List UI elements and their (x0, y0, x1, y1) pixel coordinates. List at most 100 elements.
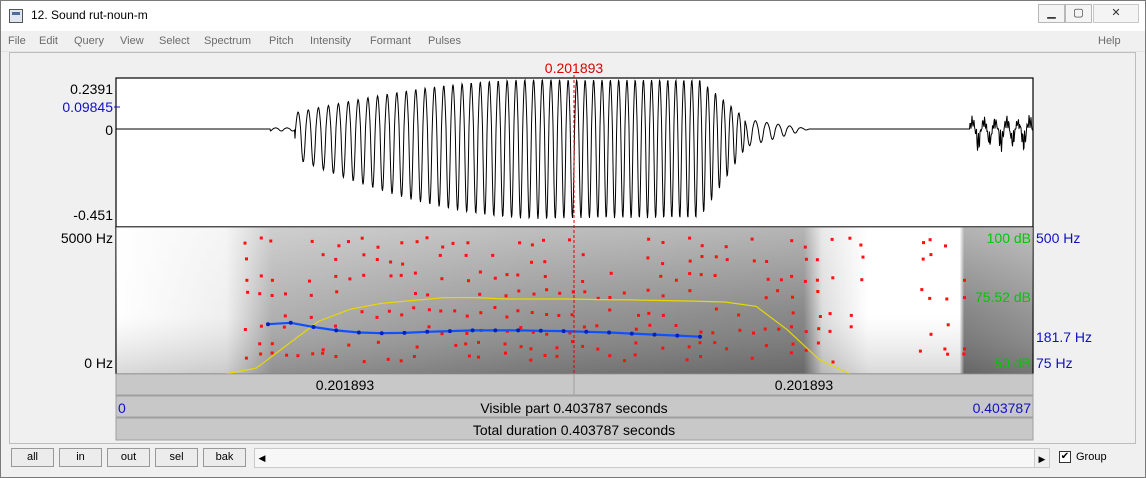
scroll-left-arrow-icon[interactable]: ◀ (258, 453, 266, 463)
formant-dot (259, 274, 263, 278)
formant-dot (347, 240, 350, 244)
formant-dot (688, 272, 692, 276)
formant-dot (375, 258, 379, 261)
formant-dot (815, 278, 819, 282)
formant-dot (943, 347, 947, 351)
formant-dot (412, 355, 416, 358)
formant-dot (859, 243, 863, 247)
close-button[interactable]: ✕ (1093, 4, 1139, 23)
formant-dot (688, 259, 692, 263)
formant-dot (804, 330, 808, 334)
formant-dot (386, 357, 390, 361)
menu-formant[interactable]: Formant (370, 35, 411, 47)
menu-select[interactable]: Select (159, 35, 190, 47)
group-checkbox[interactable]: ✔ (1059, 451, 1071, 463)
formant-dot (699, 330, 703, 334)
menu-pitch[interactable]: Pitch (269, 35, 294, 47)
formant-dot (700, 255, 704, 258)
formant-dot (581, 253, 585, 257)
formant-dot (321, 351, 325, 355)
formant-dot (661, 241, 665, 244)
zoom-selection-button[interactable]: sel (155, 448, 198, 467)
formant-dot (725, 258, 729, 262)
formant-dot (258, 292, 262, 296)
minimize-button[interactable]: ▁ (1038, 4, 1065, 23)
formant-dot (311, 352, 315, 356)
formant-dot (334, 257, 338, 261)
editor-canvas[interactable]: 0.201893 0.2391 0.09845 0 -0.451 5000 Hz… (10, 53, 1137, 445)
formant-dot (648, 323, 652, 327)
formant-dot (465, 331, 469, 335)
formant-dot (750, 237, 754, 241)
spectrogram-freq-min-label: 0 Hz (84, 355, 113, 371)
menu-help[interactable]: Help (1098, 35, 1121, 47)
formant-dot (828, 312, 832, 316)
menu-edit[interactable]: Edit (39, 35, 58, 47)
formant-dot (503, 342, 507, 346)
formant-dot (922, 241, 925, 245)
formant-dot (400, 313, 404, 317)
pitch-points (266, 320, 702, 339)
formant-dot (555, 346, 559, 350)
zoom-in-button[interactable]: in (59, 448, 102, 467)
pitch-contour (267, 321, 701, 338)
menu-intensity[interactable]: Intensity (310, 35, 351, 47)
pitch-point (425, 329, 430, 334)
formant-dot (714, 255, 718, 259)
formant-dot (454, 343, 458, 347)
formant-dot (962, 352, 966, 356)
maximize-button[interactable]: ▢ (1065, 4, 1092, 23)
formant-dot (713, 341, 717, 345)
formant-dot (608, 354, 612, 358)
time-end-label: 0.403787 (973, 400, 1032, 416)
formant-dot (426, 293, 430, 297)
formant-dot (259, 352, 263, 356)
formant-dot (849, 313, 853, 317)
formant-dot (557, 314, 561, 317)
zoom-back-button[interactable]: bak (203, 448, 246, 467)
formant-dot (920, 288, 924, 292)
formant-dot (530, 260, 533, 264)
zoom-all-button[interactable]: all (11, 448, 54, 467)
formant-dot (790, 274, 794, 278)
formant-dot (928, 296, 932, 300)
horizontal-scrollbar[interactable] (254, 448, 1047, 468)
menu-file[interactable]: File (8, 35, 26, 47)
pitch-max-label: 500 Hz (1036, 230, 1080, 246)
formant-dot (688, 236, 692, 240)
zoom-out-button[interactable]: out (107, 448, 150, 467)
formant-dot (296, 354, 300, 358)
formant-dot (803, 245, 807, 249)
menu-bar: File Edit Query View Select Spectrum Pit… (1, 31, 1145, 52)
menu-view[interactable]: View (120, 35, 144, 47)
formant-dot (545, 313, 549, 316)
pitch-point (379, 331, 384, 336)
menu-spectrum[interactable]: Spectrum (204, 35, 252, 47)
formant-dot (633, 353, 637, 357)
formant-dot (581, 280, 585, 283)
formant-dot (699, 355, 703, 358)
time-segment-right[interactable] (573, 373, 1034, 396)
formant-dot (918, 349, 922, 353)
total-duration-bar[interactable] (115, 417, 1034, 441)
formant-dot (493, 306, 497, 309)
menu-query[interactable]: Query (74, 35, 104, 47)
visible-part-bar[interactable] (115, 395, 1034, 418)
waveform-ymin-label: -0.451 (73, 207, 113, 223)
formant-dot (245, 278, 249, 282)
formant-dot (439, 309, 443, 313)
formant-dot (558, 291, 562, 295)
menu-pulses[interactable]: Pulses (428, 35, 462, 47)
formant-dot (714, 307, 718, 311)
formant-dot (545, 288, 549, 292)
scroll-right-arrow-icon[interactable]: ▶ (1034, 448, 1050, 468)
formant-dot (334, 324, 337, 328)
formant-dot (493, 276, 497, 280)
pitch-point (493, 328, 498, 333)
formant-dot (413, 271, 417, 275)
formant-dot (946, 352, 950, 356)
formant-dot (360, 310, 364, 314)
formant-dot (596, 296, 600, 300)
bottom-toolbar: all in out sel bak ◀ ▶ ✔ Group (9, 447, 1136, 471)
formant-dot (568, 331, 572, 335)
